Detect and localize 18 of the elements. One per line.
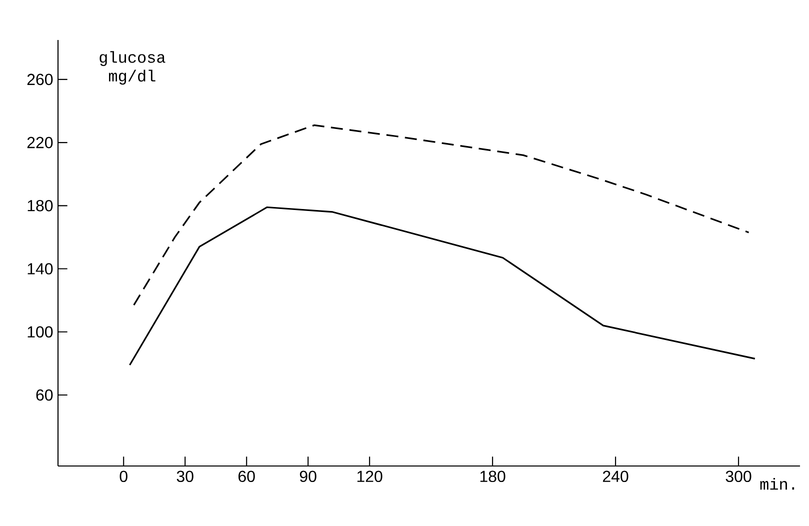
x-tick-label: 60 bbox=[238, 470, 255, 482]
x-tick-label: 240 bbox=[602, 470, 628, 482]
y-axis-title: glucosa mg/dl bbox=[100, 51, 166, 85]
y-tick-label: 180 bbox=[28, 200, 53, 212]
x-tick-label: 300 bbox=[726, 470, 752, 482]
x-axis-title: min. bbox=[760, 478, 794, 490]
y-tick-label: 140 bbox=[28, 263, 53, 274]
y-tick-label: 100 bbox=[28, 326, 53, 338]
y-tick-label: 260 bbox=[27, 74, 53, 86]
y-tick-label: 220 bbox=[27, 136, 53, 148]
x-tick-label: 180 bbox=[480, 470, 506, 482]
x-tick-label: 0 bbox=[120, 470, 128, 482]
line-series bbox=[128, 206, 756, 366]
x-tick-label: 120 bbox=[357, 470, 382, 482]
x-tick-label: 90 bbox=[300, 470, 316, 482]
line-series bbox=[133, 124, 750, 306]
x-tick-label: 30 bbox=[176, 470, 194, 482]
y-tick-label: 60 bbox=[36, 389, 53, 401]
